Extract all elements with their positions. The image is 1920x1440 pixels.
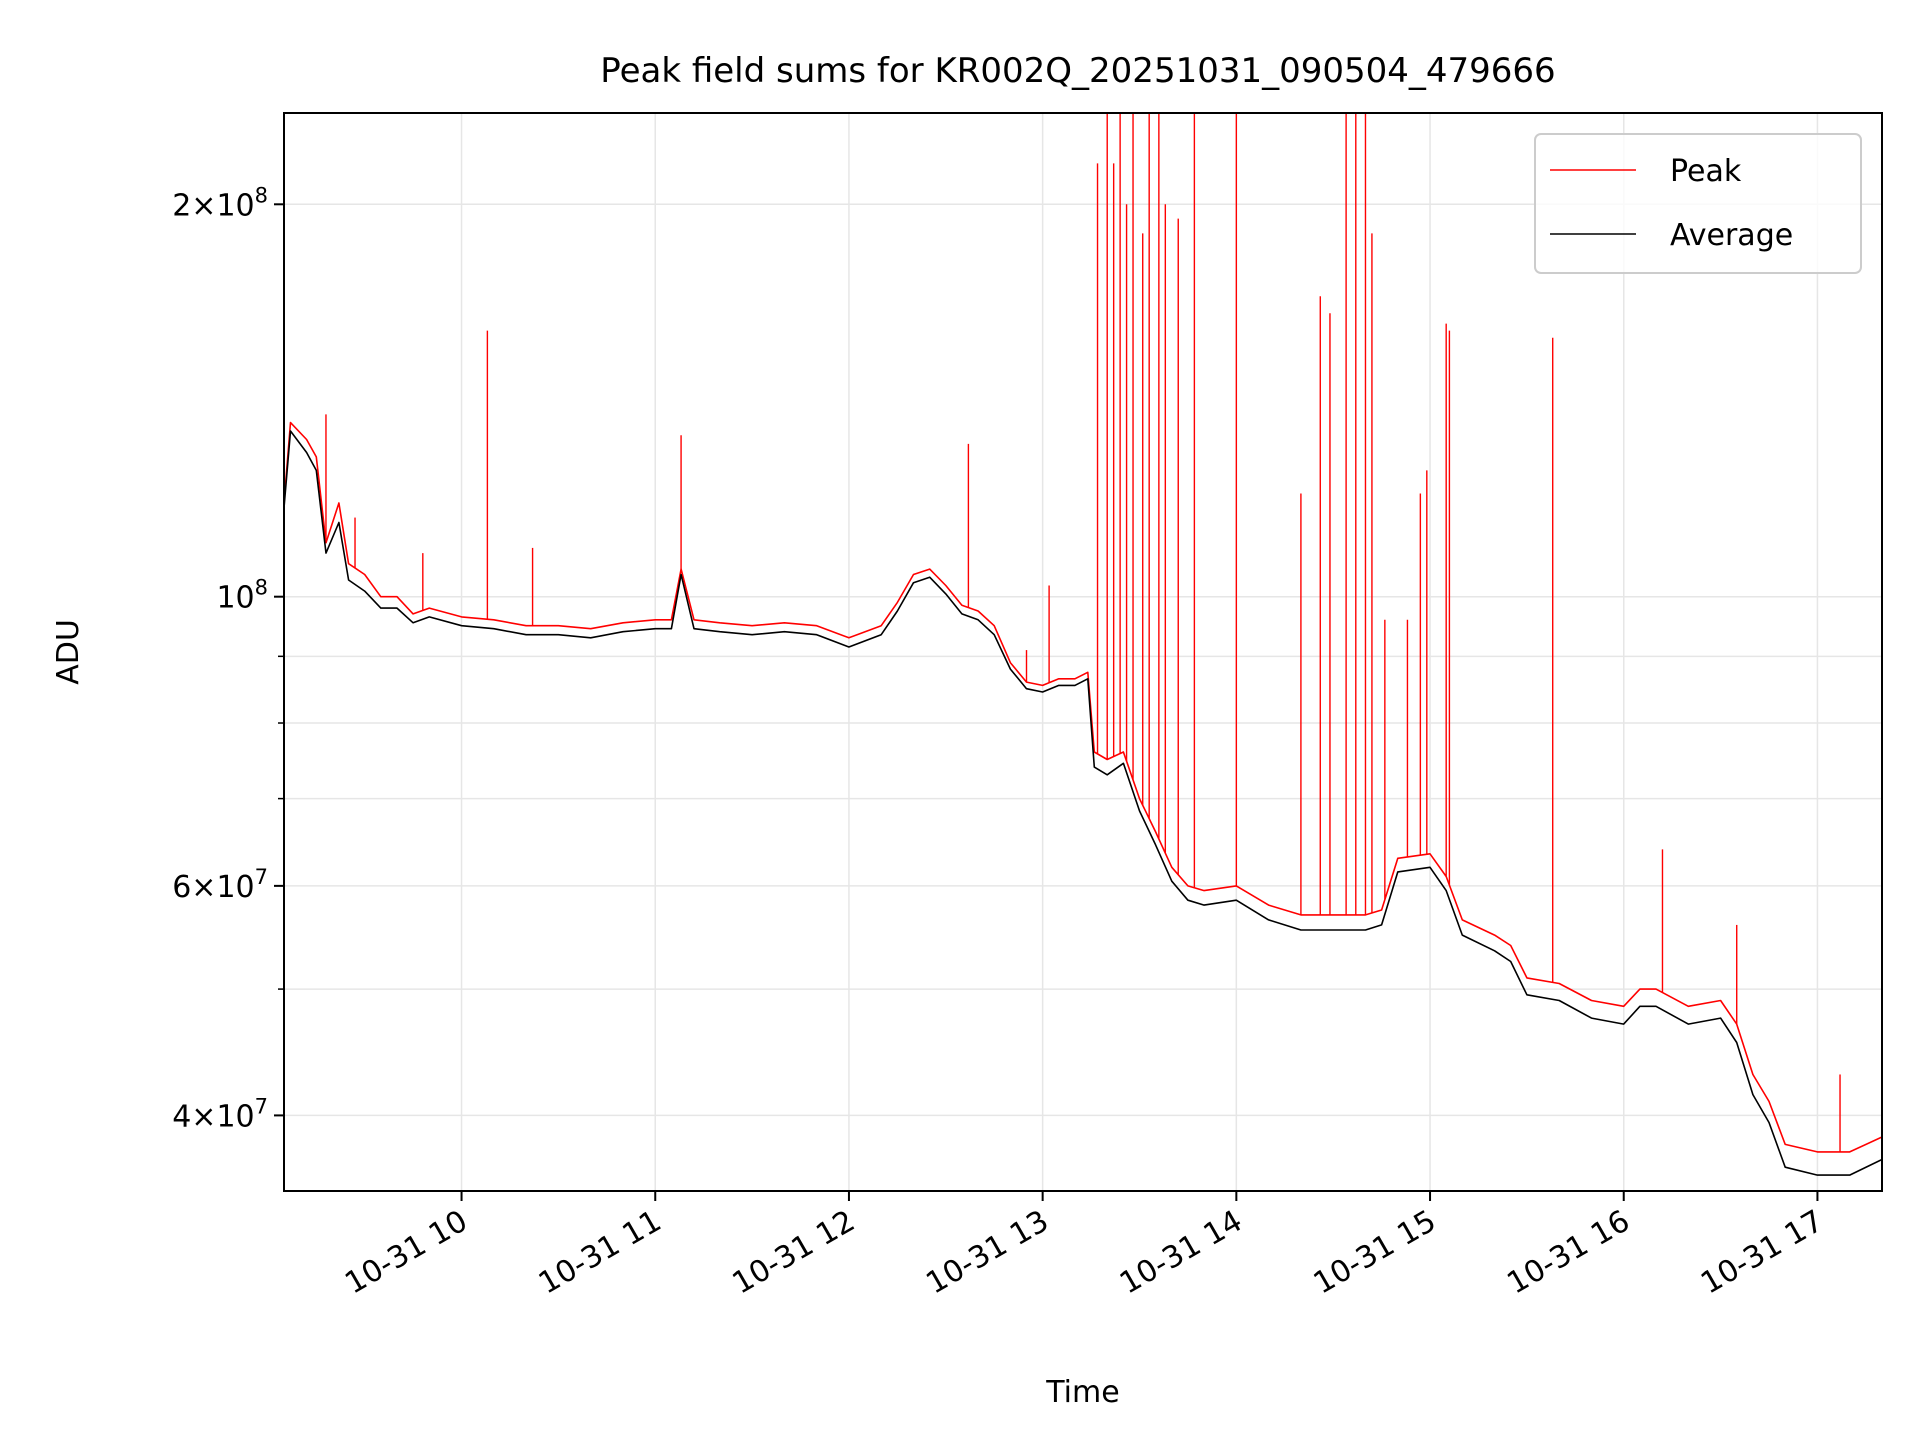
legend: Peak Average <box>1534 133 1862 274</box>
x-axis-label: Time <box>1045 1375 1119 1410</box>
y-tick-label: 2×108 <box>172 183 268 223</box>
y-tick-label: 4×107 <box>172 1094 268 1134</box>
series-layer <box>284 113 1882 1176</box>
y-axis-ticks: 4×107 6×107 108 2×108 <box>172 183 284 1134</box>
grid <box>284 113 1882 1191</box>
series-line-peak <box>284 421 1882 1153</box>
y-axis-label: ADU <box>51 619 86 685</box>
plot-frame <box>283 112 1883 1192</box>
y-tick-label: 108 <box>216 576 268 616</box>
legend-box <box>1534 133 1862 274</box>
chart-title: Peak field sums for KR002Q_20251031_0905… <box>600 51 1555 91</box>
legend-peak-label: Peak <box>1670 154 1742 189</box>
series-line-average <box>284 430 1882 1176</box>
legend-average-label: Average <box>1670 218 1793 253</box>
y-tick-label: 6×107 <box>172 865 268 905</box>
